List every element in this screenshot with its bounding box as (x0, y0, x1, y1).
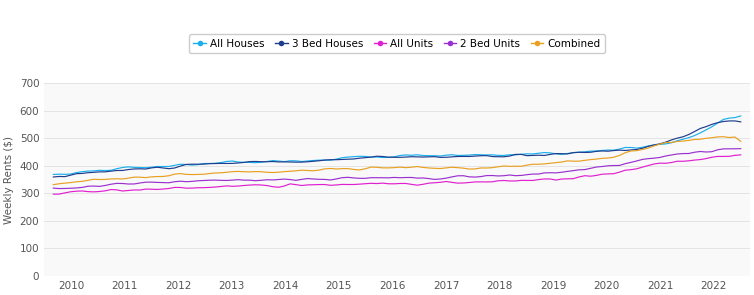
Y-axis label: Weekly Rents ($): Weekly Rents ($) (5, 136, 14, 224)
Legend: All Houses, 3 Bed Houses, All Units, 2 Bed Units, Combined: All Houses, 3 Bed Houses, All Units, 2 B… (189, 35, 605, 53)
